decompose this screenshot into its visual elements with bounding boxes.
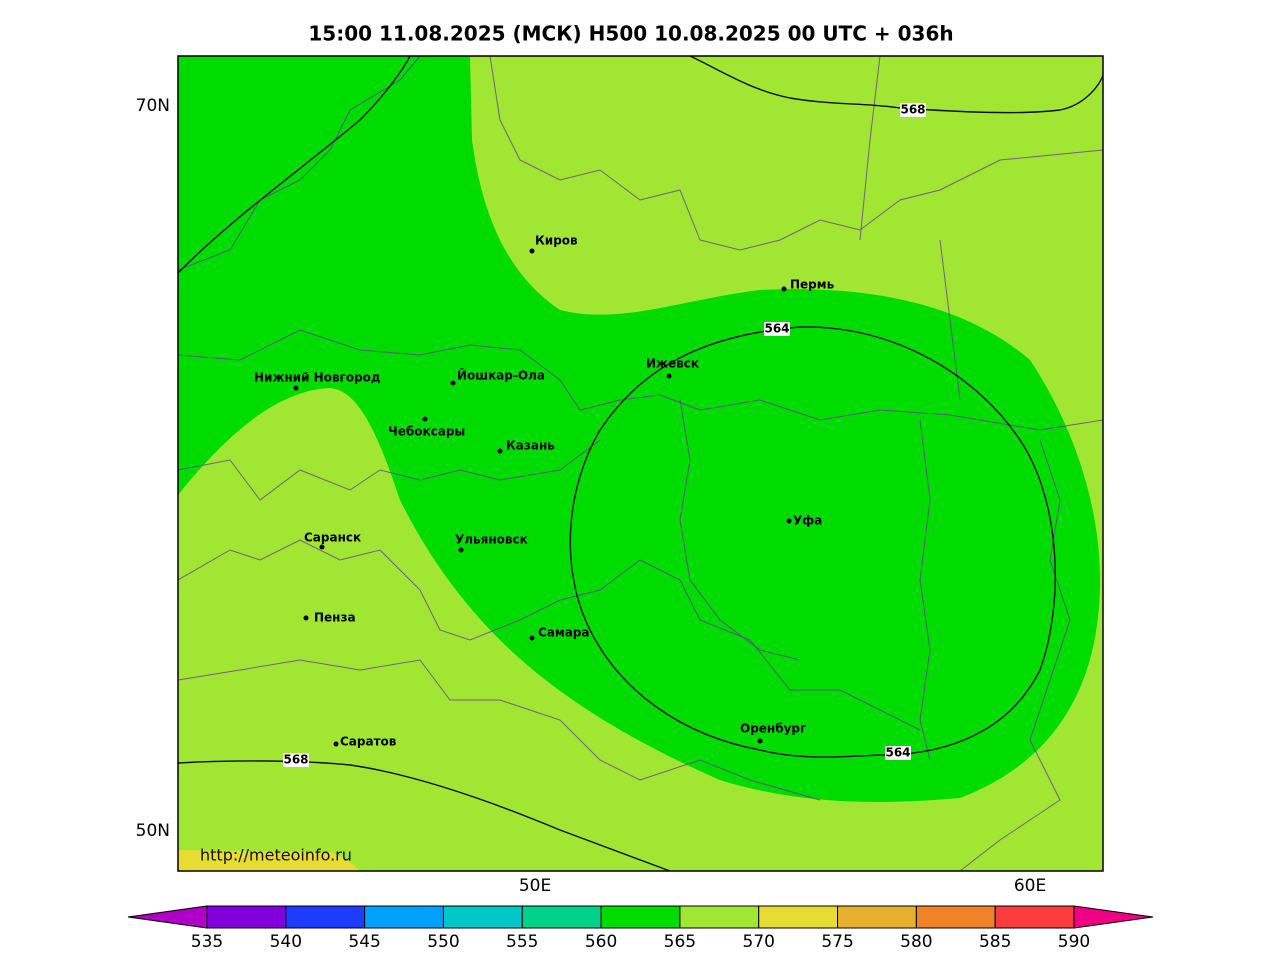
city-label: Казань [506, 439, 555, 453]
colorbar-tick-label: 585 [979, 932, 1011, 952]
city-label: Оренбург [740, 722, 806, 736]
colorbar-tick-label: 570 [743, 932, 775, 952]
city-dot [497, 448, 503, 454]
contour-label-bg [283, 753, 309, 767]
colorbar-tick-label: 545 [348, 932, 380, 952]
colorbar-tick-label: 560 [585, 932, 617, 952]
city-dot [333, 741, 339, 747]
contour-label-bg [885, 746, 911, 760]
colorbar-tick-label: 575 [821, 932, 853, 952]
contour-line [178, 56, 411, 274]
contour-label: 564 [885, 746, 910, 760]
city-dot [303, 615, 309, 621]
city-dot [319, 544, 325, 550]
colorbar-segment [758, 905, 839, 929]
colorbar-segment [206, 905, 287, 929]
city-dot [458, 547, 464, 553]
colorbar-segment [994, 905, 1075, 929]
city-label: Пермь [790, 278, 835, 292]
map-frame [177, 55, 1104, 872]
colorbar-segment [521, 905, 602, 929]
city-dot [781, 286, 787, 292]
colorbar-tick-label: 580 [900, 932, 932, 952]
city-label: Уфа [793, 514, 822, 528]
lon-label: 60E [1014, 876, 1046, 896]
city-label: Чебоксары [388, 425, 465, 439]
contour-label-bg [764, 322, 790, 336]
city-dot [757, 738, 763, 744]
city-label: Саранск [304, 531, 361, 545]
colorbar-extend-low [127, 905, 208, 929]
contour-label: 568 [900, 103, 925, 117]
colorbar-tick-label: 535 [191, 932, 223, 952]
colorbar-segment [600, 905, 681, 929]
city-label: Киров [535, 234, 578, 248]
city-dot [529, 635, 535, 641]
city-dot [529, 248, 535, 254]
title: 15:00 11.08.2025 (МСК) H500 10.08.2025 0… [308, 22, 953, 46]
city-label: Йошкар-Ола [457, 368, 545, 383]
city-label: Ижевск [646, 357, 699, 371]
colorbar-segment [915, 905, 996, 929]
colorbar-extend-high [1073, 905, 1154, 929]
colorbar-tick-label: 540 [270, 932, 302, 952]
city-label: Самара [538, 626, 590, 640]
city-dot [450, 380, 456, 386]
colorbar-tick-label: 565 [664, 932, 696, 952]
colorbar-segment [442, 905, 523, 929]
source-url: http://meteoinfo.ru [200, 846, 352, 865]
contour-label: 564 [764, 322, 789, 336]
contour-label: 568 [283, 753, 308, 767]
field-570-575 [178, 850, 360, 871]
colorbar-segment [679, 905, 760, 929]
city-dot [786, 518, 792, 524]
colorbar-tick-label: 550 [427, 932, 459, 952]
city-label: Ульяновск [455, 533, 528, 547]
city-dot [422, 416, 428, 422]
city-label: Нижний Новгород [254, 371, 381, 385]
colorbar-segment [837, 905, 917, 929]
colorbar-segment [285, 905, 366, 929]
lat-label: 70N [136, 96, 170, 116]
map: 568 564 564 568 [178, 56, 1103, 871]
city-label: Пенза [314, 611, 356, 625]
lon-label: 50E [519, 876, 551, 896]
contour-label-bg [900, 103, 926, 117]
contour-line [178, 760, 671, 871]
colorbar-tick-label: 590 [1058, 932, 1090, 952]
contour-line [569, 326, 1056, 758]
city-dot [293, 385, 299, 391]
borders [178, 56, 1103, 871]
colorbar-tick-label: 555 [506, 932, 538, 952]
contour-line [689, 56, 1103, 114]
city-dot [666, 373, 672, 379]
city-label: Саратов [340, 735, 397, 749]
lat-label: 50N [136, 821, 170, 841]
colorbar-segment [364, 905, 444, 929]
field-560-565 [178, 56, 1100, 803]
